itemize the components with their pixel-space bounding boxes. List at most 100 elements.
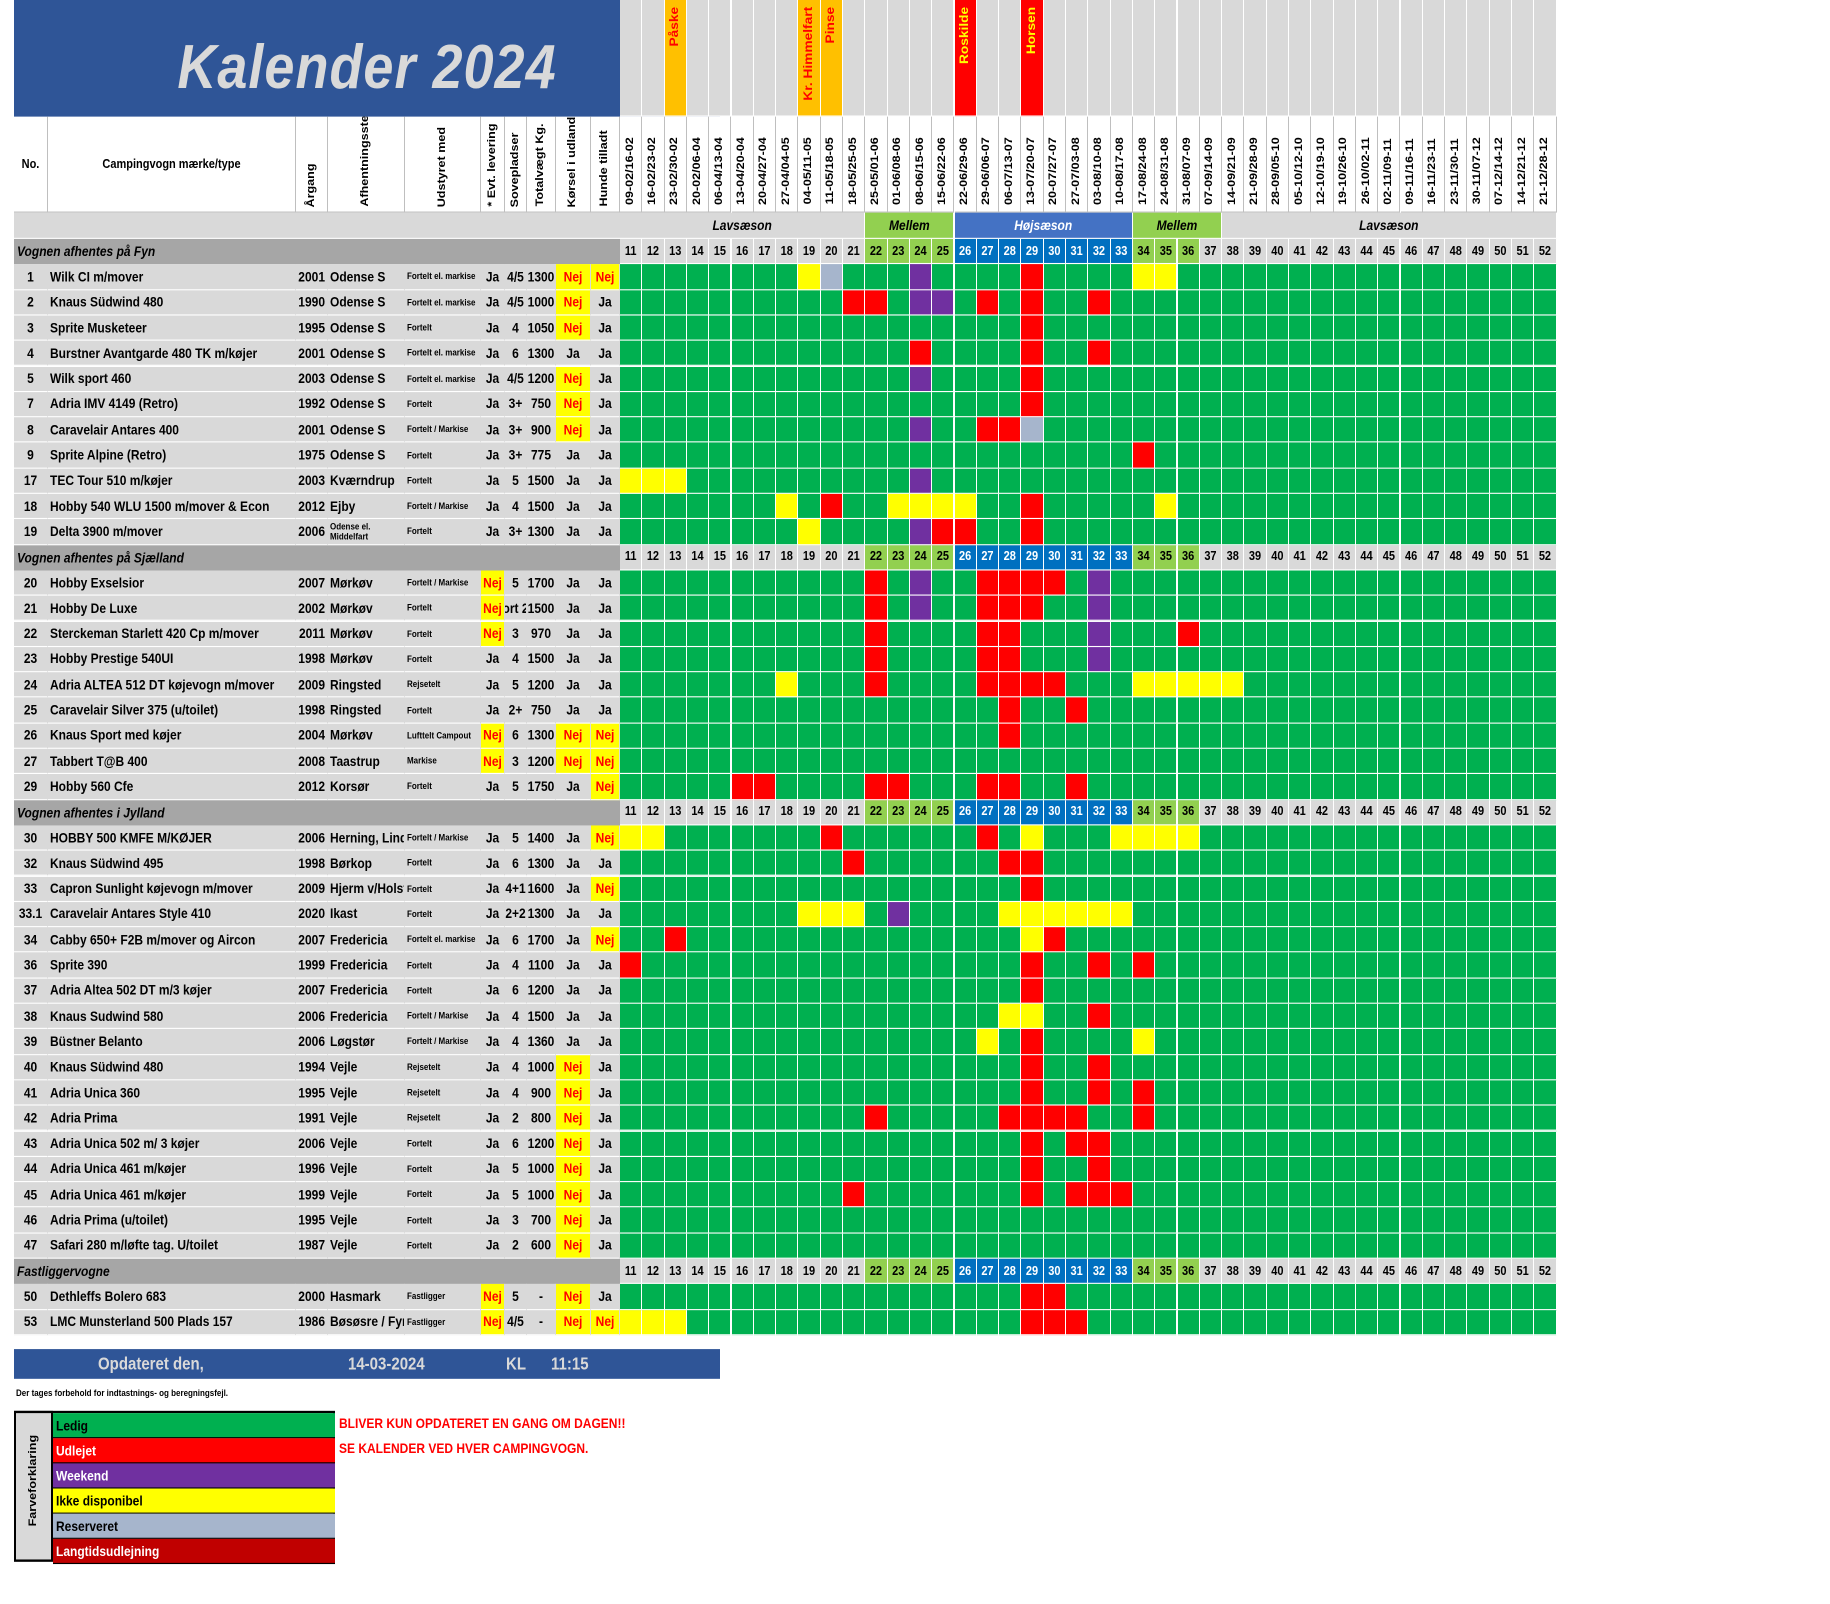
availability-cell[interactable] <box>1066 1309 1089 1336</box>
availability-cell[interactable] <box>1088 366 1111 392</box>
availability-cell[interactable] <box>909 391 933 418</box>
availability-cell[interactable] <box>1021 825 1044 851</box>
availability-cell[interactable] <box>664 952 687 979</box>
availability-cell[interactable] <box>1333 927 1356 953</box>
availability-cell[interactable] <box>1512 1156 1535 1183</box>
availability-cell[interactable] <box>1088 978 1111 1004</box>
availability-cell[interactable] <box>1222 1284 1245 1310</box>
availability-cell[interactable] <box>999 1105 1022 1132</box>
availability-cell[interactable] <box>1043 850 1066 877</box>
availability-cell[interactable] <box>664 442 687 469</box>
availability-cell[interactable] <box>798 315 821 341</box>
availability-cell[interactable] <box>1066 952 1089 979</box>
availability-cell[interactable] <box>1110 442 1133 469</box>
availability-cell[interactable] <box>686 366 710 392</box>
availability-cell[interactable] <box>843 1207 866 1234</box>
availability-cell[interactable] <box>1222 1182 1245 1208</box>
availability-cell[interactable] <box>1333 340 1356 367</box>
availability-cell[interactable] <box>776 1029 799 1055</box>
availability-cell[interactable] <box>776 468 799 494</box>
availability-cell[interactable] <box>865 978 888 1004</box>
availability-cell[interactable] <box>731 1309 754 1336</box>
availability-cell[interactable] <box>999 417 1022 443</box>
availability-cell[interactable] <box>1311 952 1334 979</box>
availability-cell[interactable] <box>1132 315 1156 341</box>
availability-cell[interactable] <box>887 391 910 418</box>
availability-cell[interactable] <box>909 1207 933 1234</box>
availability-cell[interactable] <box>776 1080 799 1106</box>
availability-cell[interactable] <box>686 1054 710 1081</box>
availability-cell[interactable] <box>1088 646 1111 673</box>
availability-cell[interactable] <box>753 493 777 520</box>
availability-cell[interactable] <box>820 289 843 316</box>
availability-cell[interactable] <box>820 952 843 979</box>
availability-cell[interactable] <box>820 1054 843 1081</box>
availability-cell[interactable] <box>1311 901 1334 928</box>
availability-cell[interactable] <box>1222 748 1245 775</box>
availability-cell[interactable] <box>1355 1207 1379 1234</box>
availability-cell[interactable] <box>865 1105 888 1132</box>
availability-cell[interactable] <box>1177 570 1200 596</box>
availability-cell[interactable] <box>1199 1003 1223 1030</box>
availability-cell[interactable] <box>909 340 933 367</box>
availability-cell[interactable] <box>865 264 888 290</box>
availability-cell[interactable] <box>664 672 687 698</box>
availability-cell[interactable] <box>1422 1233 1446 1259</box>
availability-cell[interactable] <box>1355 1105 1379 1132</box>
availability-cell[interactable] <box>1355 1131 1379 1157</box>
availability-cell[interactable] <box>909 621 933 647</box>
availability-cell[interactable] <box>1021 570 1044 596</box>
availability-cell[interactable] <box>1445 1131 1468 1157</box>
availability-cell[interactable] <box>1177 672 1200 698</box>
availability-cell[interactable] <box>1266 570 1289 596</box>
availability-cell[interactable] <box>909 646 933 673</box>
availability-cell[interactable] <box>686 621 710 647</box>
availability-cell[interactable] <box>887 1207 910 1234</box>
availability-cell[interactable] <box>887 1284 910 1310</box>
availability-cell[interactable] <box>1534 1131 1557 1157</box>
availability-cell[interactable] <box>1422 723 1446 749</box>
availability-cell[interactable] <box>620 850 643 877</box>
availability-cell[interactable] <box>1199 519 1223 545</box>
availability-cell[interactable] <box>1110 1309 1133 1336</box>
availability-cell[interactable] <box>1110 1003 1133 1030</box>
availability-cell[interactable] <box>1021 927 1044 953</box>
availability-cell[interactable] <box>1177 1309 1200 1336</box>
availability-cell[interactable] <box>1534 289 1557 316</box>
availability-cell[interactable] <box>1445 1054 1468 1081</box>
availability-cell[interactable] <box>1512 366 1535 392</box>
availability-cell[interactable] <box>1489 1309 1512 1336</box>
availability-cell[interactable] <box>1244 1105 1267 1132</box>
availability-cell[interactable] <box>1355 595 1379 622</box>
availability-cell[interactable] <box>620 417 643 443</box>
availability-cell[interactable] <box>843 417 866 443</box>
availability-cell[interactable] <box>686 1131 710 1157</box>
availability-cell[interactable] <box>1088 391 1111 418</box>
availability-cell[interactable] <box>1512 748 1535 775</box>
availability-cell[interactable] <box>709 366 732 392</box>
availability-cell[interactable] <box>664 1284 687 1310</box>
availability-cell[interactable] <box>909 1080 933 1106</box>
availability-cell[interactable] <box>1244 519 1267 545</box>
availability-cell[interactable] <box>1199 697 1223 724</box>
availability-cell[interactable] <box>865 697 888 724</box>
availability-cell[interactable] <box>1043 978 1066 1004</box>
availability-cell[interactable] <box>1467 901 1490 928</box>
availability-cell[interactable] <box>1155 901 1178 928</box>
availability-cell[interactable] <box>1244 850 1267 877</box>
availability-cell[interactable] <box>753 315 777 341</box>
availability-cell[interactable] <box>1512 417 1535 443</box>
availability-cell[interactable] <box>820 1207 843 1234</box>
availability-cell[interactable] <box>1088 774 1111 800</box>
availability-cell[interactable] <box>731 1003 754 1030</box>
availability-cell[interactable] <box>887 621 910 647</box>
availability-cell[interactable] <box>1512 289 1535 316</box>
availability-cell[interactable] <box>798 391 821 418</box>
availability-cell[interactable] <box>1445 978 1468 1004</box>
availability-cell[interactable] <box>1512 876 1535 902</box>
availability-cell[interactable] <box>664 493 687 520</box>
availability-cell[interactable] <box>731 391 754 418</box>
availability-cell[interactable] <box>642 1233 665 1259</box>
availability-cell[interactable] <box>1311 646 1334 673</box>
availability-cell[interactable] <box>1266 876 1289 902</box>
